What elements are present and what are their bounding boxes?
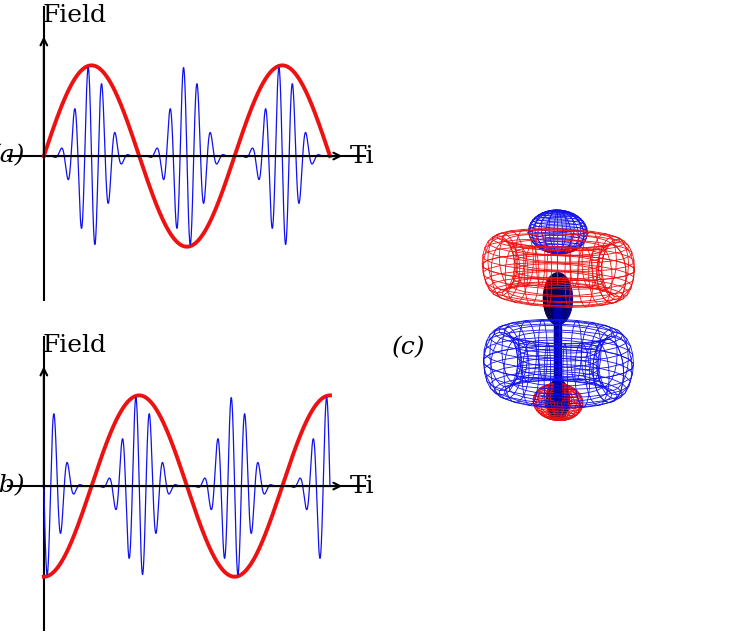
Text: Time: Time [350, 475, 413, 498]
Text: (b): (b) [0, 475, 26, 498]
Text: (c): (c) [391, 336, 425, 359]
Text: Field: Field [42, 5, 107, 27]
Text: (a): (a) [0, 144, 26, 167]
Text: Time: Time [350, 144, 413, 167]
Text: Field: Field [42, 334, 107, 357]
